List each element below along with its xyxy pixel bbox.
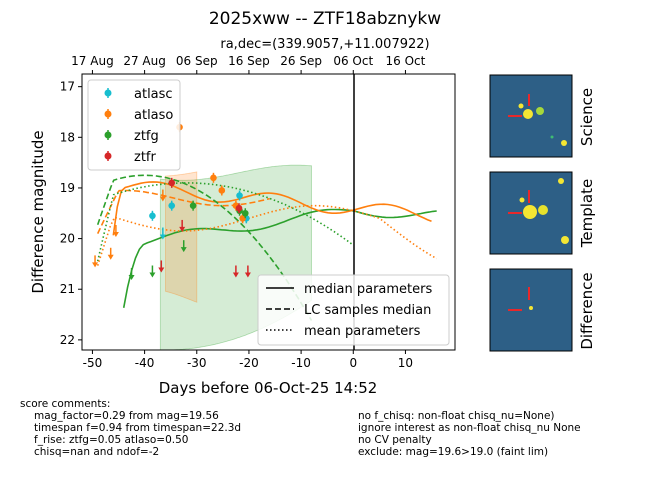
legend-marker-ztfr (104, 152, 112, 160)
ztfr-limit-arrow (244, 272, 251, 278)
y-axis: 17 18 19 20 21 22 (60, 80, 82, 347)
comment-line: exclude: mag=19.6>19.0 (faint lim) (358, 446, 549, 458)
plot-frame (81, 73, 456, 351)
ztfg-limit-arrow (180, 247, 187, 253)
science-stamp (489, 74, 573, 158)
ztfg-lc-median-curve (96, 174, 313, 321)
legend-marker-atlaso (104, 110, 112, 118)
image-stamps: Science Template Difference (489, 74, 596, 352)
ztfg-mean-curve (96, 182, 354, 262)
x-tick-label: -50 (83, 356, 103, 370)
comment-line: no CV penalty (358, 434, 432, 446)
ztfg-point (241, 209, 249, 217)
top-tick-label: 16 Oct (386, 54, 426, 68)
legend-label-median: median parameters (304, 282, 432, 297)
comment-line: mag_factor=0.29 from mag=19.56 (34, 410, 219, 422)
legend-marker-atlasc (104, 89, 112, 97)
ztfg-limit-arrow (149, 272, 156, 278)
legend-label-atlasc: atlasc (134, 87, 173, 102)
ztfr-limit-arrow (179, 226, 186, 232)
atlaso-limit-arrow (112, 231, 119, 237)
legend-label-ztfr: ztfr (134, 150, 156, 165)
y-tick-label: 20 (60, 232, 75, 246)
y-tick-label: 21 (60, 282, 75, 296)
difference-stamp (489, 268, 573, 352)
x-tick-label: -40 (135, 356, 155, 370)
top-tick-label: 26 Sep (280, 54, 322, 68)
atlaso-lc-median-curve (96, 189, 270, 234)
ztfr-limit-arrow (232, 272, 239, 278)
top-tick-label: 17 Aug (71, 54, 114, 68)
atlasc-limit-arrow (159, 234, 166, 240)
y-tick-label: 22 (60, 333, 75, 347)
legend-label-lc-samples: LC samples median (304, 303, 431, 318)
legend-marker-ztfg (104, 131, 112, 139)
ztfr-point (168, 179, 176, 187)
atlasc-point (149, 212, 156, 220)
difference-label: Difference (578, 272, 596, 349)
science-label: Science (578, 88, 596, 146)
legend-label-ztfg: ztfg (134, 129, 159, 144)
top-date-axis: 17 Aug 27 Aug 06 Sep 16 Sep 26 Sep 06 Oct 16 O… (71, 54, 426, 74)
ztfg-median-curve (122, 208, 437, 308)
top-tick-label: 06 Sep (176, 54, 218, 68)
atlaso-limit-arrow (92, 262, 99, 268)
ztfg-limit-arrow (128, 275, 135, 281)
top-tick-label: 06 Oct (333, 54, 373, 68)
atlasc-point (168, 202, 176, 209)
series-legend: atlasc atlaso ztfg ztfr (87, 79, 181, 171)
x-axis: -50 -40 -30 -20 -10 0 10 (83, 350, 413, 370)
x-tick-label: -10 (291, 356, 311, 370)
legend-label-atlaso: atlaso (134, 108, 173, 123)
y-tick-label: 17 (60, 80, 75, 94)
x-tick-label: -20 (239, 356, 259, 370)
atlaso-point (218, 187, 226, 194)
template-stamp (489, 171, 573, 255)
x-tick-label: 0 (349, 356, 357, 370)
atlasc-point (236, 192, 243, 199)
template-label: Template (578, 179, 596, 248)
atlaso-limit-arrow (107, 254, 114, 260)
atlaso-median-curve (112, 181, 432, 236)
x-tick-label: -30 (187, 356, 207, 370)
comment-line: timespan f=0.94 from timespan=22.3d (34, 422, 242, 434)
legend-label-mean: mean parameters (304, 324, 421, 339)
ztfr-limit-arrow (158, 267, 165, 273)
model-legend: median parameters LC samples median mean… (257, 274, 450, 346)
y-axis-label: Difference magnitude (29, 130, 47, 293)
atlaso-point (210, 174, 217, 182)
atlaso-band (165, 171, 198, 303)
series-legend-box (87, 79, 181, 171)
comment-line: f_rise: ztfg=0.05 atlaso=0.50 (34, 434, 189, 446)
y-tick-label: 18 (60, 130, 75, 144)
atlaso-point (239, 215, 246, 222)
comment-line: ignore interest as non-float chisq_nu No… (358, 422, 581, 434)
ztfr-point (235, 204, 243, 212)
data-points (92, 122, 251, 281)
comment-line: score comments: (20, 398, 111, 410)
y-tick-label: 19 (60, 181, 75, 195)
ztfg-point (189, 202, 197, 209)
model-legend-box (257, 274, 450, 346)
x-axis-label: Days before 06-Oct-25 14:52 (159, 379, 378, 397)
figure-subtitle: ra,dec=(339.9057,+11.007922) (220, 37, 429, 52)
top-tick-label: 16 Sep (228, 54, 270, 68)
comment-line: chisq=nan and ndof=-2 (34, 446, 160, 458)
atlaso-mean-curve (96, 204, 438, 266)
figure-title: 2025xww -- ZTF18abznykw (209, 9, 441, 29)
model-curves (96, 174, 438, 321)
x-tick-label: 10 (398, 356, 413, 370)
atlaso-limit-arrow (159, 196, 166, 202)
comment-line: no f_chisq: non-float chisq_nu=None) (358, 410, 555, 422)
top-tick-label: 27 Aug (123, 54, 166, 68)
